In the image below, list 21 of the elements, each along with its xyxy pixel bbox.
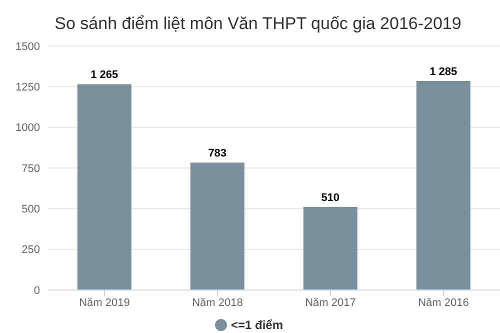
chart-title: So sánh điểm liệt môn Văn THPT quốc gia 2016-2019	[54, 13, 462, 35]
bar	[190, 162, 244, 290]
y-tick-label: 1250	[16, 82, 40, 94]
bar	[303, 207, 358, 290]
data-label: 783	[208, 148, 227, 160]
y-tick-label: 0	[34, 284, 40, 297]
bar	[416, 80, 470, 290]
bar	[77, 84, 132, 290]
x-tick-label: Năm 2018	[192, 296, 243, 309]
y-tick-label: 1000	[16, 122, 40, 134]
x-tick-label: Năm 2016	[418, 296, 469, 309]
legend-label: <=1 điểm	[230, 318, 284, 332]
x-tick-label: Năm 2017	[305, 296, 356, 309]
y-tick-label: 750	[22, 162, 40, 175]
data-label: 510	[321, 192, 340, 204]
data-label: 1 285	[430, 66, 458, 78]
x-tick-label: Năm 2019	[79, 296, 130, 309]
y-tick-label: 500	[22, 204, 40, 216]
y-tick-label: 250	[22, 244, 40, 256]
y-tick-label: 1500	[16, 40, 40, 53]
data-label: 1 265	[90, 69, 118, 82]
